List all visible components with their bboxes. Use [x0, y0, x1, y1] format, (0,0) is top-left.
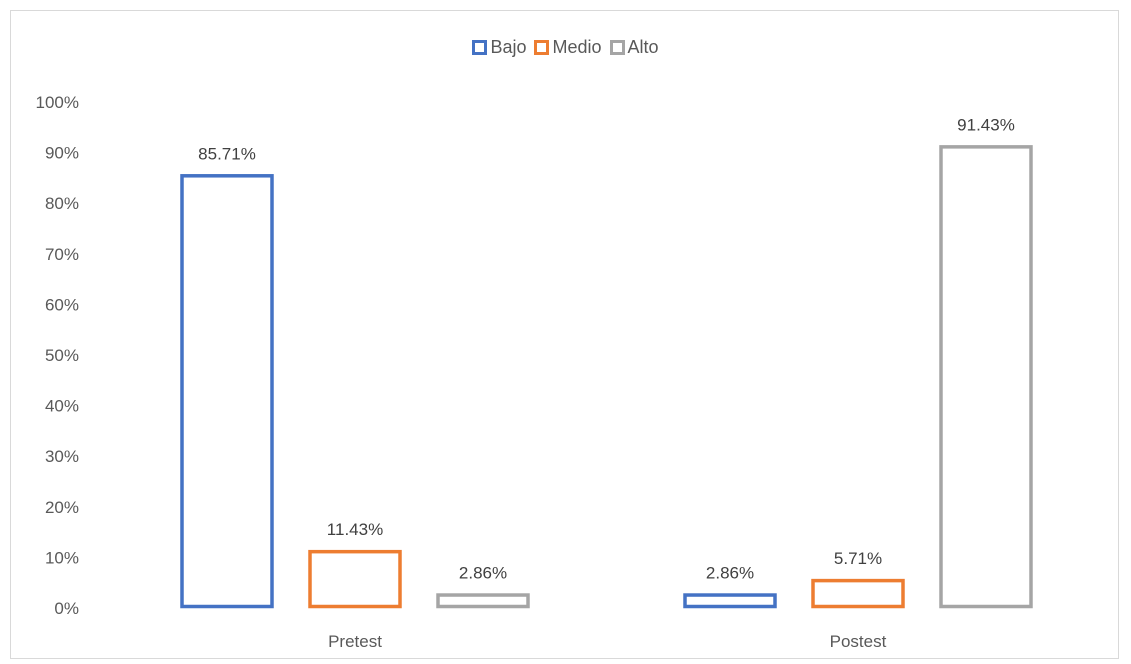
y-tick-label: 60%: [45, 295, 79, 314]
legend-label-bajo: Bajo: [490, 37, 527, 57]
data-label-alto-postest: 91.43%: [957, 115, 1015, 134]
y-tick-label: 40%: [45, 397, 79, 416]
legend-label-medio: Medio: [552, 37, 602, 57]
legend: Bajo Medio Alto: [0, 37, 1131, 58]
legend-swatch-medio: [534, 40, 550, 55]
x-tick-label-pretest: Pretest: [328, 632, 382, 651]
legend-item-alto: Alto: [609, 37, 659, 58]
y-tick-label: 20%: [45, 498, 79, 517]
legend-swatch-bajo: [472, 40, 488, 55]
data-label-medio-postest: 5.71%: [834, 549, 882, 568]
data-label-bajo-postest: 2.86%: [706, 564, 754, 583]
legend-item-medio: Medio: [534, 37, 602, 58]
data-label-bajo-pretest: 85.71%: [198, 144, 256, 163]
y-tick-label: 70%: [45, 245, 79, 264]
bar-bajo-postest: [683, 593, 777, 609]
y-tick-label: 30%: [45, 447, 79, 466]
x-tick-label-postest: Postest: [830, 632, 887, 651]
bar-alto-pretest: [436, 593, 530, 609]
bar-alto-postest: [939, 145, 1033, 609]
legend-swatch-alto: [609, 40, 625, 55]
bar-medio-postest: [811, 578, 905, 609]
y-tick-label: 50%: [45, 346, 79, 365]
y-tick-label: 90%: [45, 144, 79, 163]
legend-label-alto: Alto: [627, 37, 659, 57]
y-tick-label: 80%: [45, 194, 79, 213]
y-tick-label: 10%: [45, 548, 79, 567]
legend-item-bajo: Bajo: [472, 37, 526, 58]
data-label-medio-pretest: 11.43%: [327, 520, 383, 539]
y-tick-label: 100%: [36, 93, 79, 112]
bar-bajo-pretest: [180, 174, 274, 609]
data-label-alto-pretest: 2.86%: [459, 564, 507, 583]
y-tick-label: 0%: [54, 599, 79, 618]
bar-medio-pretest: [308, 549, 402, 609]
